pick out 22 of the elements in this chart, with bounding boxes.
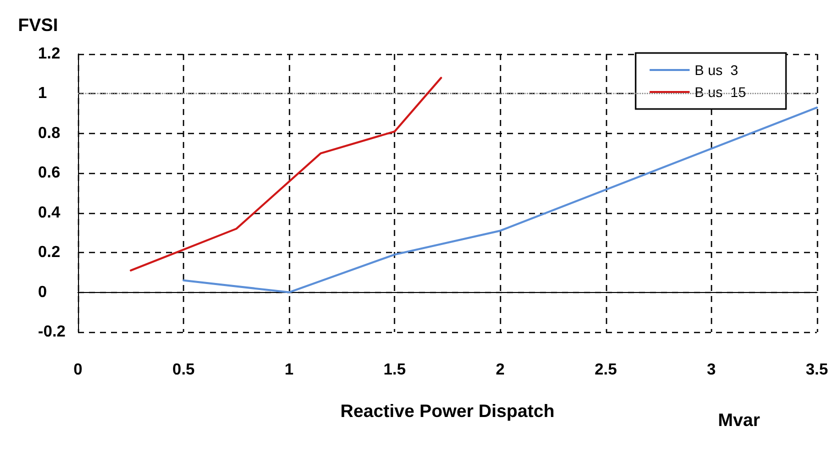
legend-label: B us 3 (694, 62, 738, 78)
line-series (182, 106, 818, 294)
x-tick-label: 2 (496, 362, 505, 378)
y-tick-label: 0.6 (38, 164, 60, 182)
y-tick-label: 0.2 (38, 244, 60, 262)
x-tick-label: 2.5 (594, 362, 617, 378)
x-tick-label: 3.5 (806, 362, 828, 378)
x-tick-label: 1.5 (384, 362, 406, 378)
text: Mvar (718, 410, 760, 430)
x-tick-label: 0 (74, 362, 83, 378)
y-tick-label: 0.8 (38, 124, 60, 142)
line-series (130, 76, 442, 272)
y-axis-title: FVSI (18, 15, 58, 35)
x-axis-title: Reactive Power Dispatch (340, 401, 554, 421)
x-tick-label: 3 (706, 362, 716, 378)
x-tick-label: 0.5 (172, 362, 195, 378)
y-tick-label: 0.4 (38, 204, 60, 222)
y-tick-label: 1.2 (38, 46, 60, 62)
y-tick-label: 0 (38, 284, 47, 301)
y-tick-label: 1 (38, 85, 47, 102)
y-tick-label: -0.2 (38, 324, 66, 340)
x-tick-label: 1 (284, 362, 294, 378)
